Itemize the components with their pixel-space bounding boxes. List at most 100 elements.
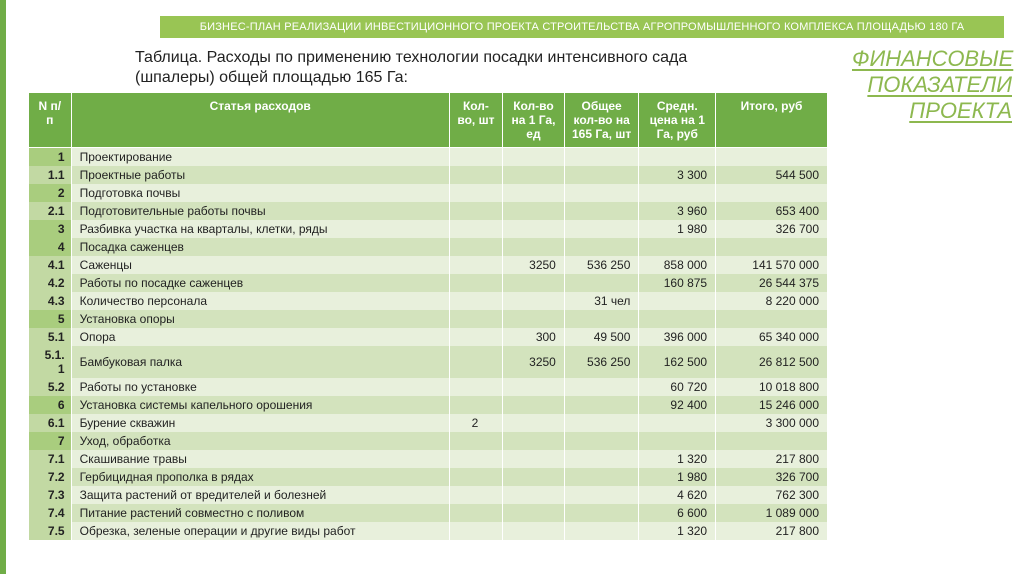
row-sum: 326 700	[716, 468, 828, 486]
row-qty	[449, 292, 502, 310]
row-sum: 26 812 500	[716, 346, 828, 378]
table-row: 1Проектирование	[29, 148, 828, 167]
row-sum: 653 400	[716, 202, 828, 220]
row-perha: 300	[503, 328, 565, 346]
row-sum	[716, 310, 828, 328]
col-price: Средн. цена на 1 Га, руб	[639, 93, 716, 148]
col-sum: Итого, руб	[716, 93, 828, 148]
row-price: 3 960	[639, 202, 716, 220]
row-qty	[449, 522, 502, 540]
row-perha	[503, 184, 565, 202]
row-name: Скашивание травы	[71, 450, 449, 468]
row-num: 1.1	[29, 166, 72, 184]
table-row: 4.1Саженцы3250536 250858 000141 570 000	[29, 256, 828, 274]
col-totalq: Общее кол-во на 165 Га, шт	[564, 93, 639, 148]
row-qty	[449, 202, 502, 220]
row-price: 1 320	[639, 522, 716, 540]
row-qty	[449, 148, 502, 167]
row-qty	[449, 274, 502, 292]
row-name: Работы по посадке саженцев	[71, 274, 449, 292]
row-num: 5	[29, 310, 72, 328]
row-totalq	[564, 202, 639, 220]
row-sum: 26 544 375	[716, 274, 828, 292]
table-row: 7.4Питание растений совместно с поливом6…	[29, 504, 828, 522]
row-perha: 3250	[503, 346, 565, 378]
table-row: 7.1Скашивание травы1 320217 800	[29, 450, 828, 468]
row-qty	[449, 378, 502, 396]
row-name: Подготовка почвы	[71, 184, 449, 202]
row-sum: 544 500	[716, 166, 828, 184]
table-row: 2Подготовка почвы	[29, 184, 828, 202]
row-name: Защита растений от вредителей и болезней	[71, 486, 449, 504]
row-totalq: 31 чел	[564, 292, 639, 310]
row-price	[639, 432, 716, 450]
row-name: Обрезка, зеленые операции и другие виды …	[71, 522, 449, 540]
row-qty	[449, 310, 502, 328]
row-num: 7	[29, 432, 72, 450]
row-qty	[449, 504, 502, 522]
row-price	[639, 148, 716, 167]
row-perha	[503, 486, 565, 504]
row-num: 2	[29, 184, 72, 202]
row-price: 160 875	[639, 274, 716, 292]
row-perha	[503, 148, 565, 167]
row-totalq: 49 500	[564, 328, 639, 346]
row-num: 4	[29, 238, 72, 256]
row-name: Гербицидная прополка в рядах	[71, 468, 449, 486]
row-totalq	[564, 504, 639, 522]
col-qty: Кол-во, шт	[449, 93, 502, 148]
row-sum: 15 246 000	[716, 396, 828, 414]
section-title-line: ПРОЕКТА	[909, 98, 1012, 123]
row-name: Проектные работы	[71, 166, 449, 184]
table-row: 5.2Работы по установке60 72010 018 800	[29, 378, 828, 396]
row-totalq	[564, 274, 639, 292]
table-row: 4.2Работы по посадке саженцев160 87526 5…	[29, 274, 828, 292]
row-qty	[449, 346, 502, 378]
row-totalq: 536 250	[564, 256, 639, 274]
row-qty	[449, 486, 502, 504]
row-perha: 3250	[503, 256, 565, 274]
table-row: 4.3Количество персонала31 чел8 220 000	[29, 292, 828, 310]
row-perha	[503, 414, 565, 432]
row-perha	[503, 220, 565, 238]
section-title: ФИНАНСОВЫЕ ПОКАЗАТЕЛИ ПРОЕКТА	[852, 46, 1012, 124]
row-sum: 8 220 000	[716, 292, 828, 310]
row-name: Установка системы капельного орошения	[71, 396, 449, 414]
row-sum: 217 800	[716, 450, 828, 468]
row-perha	[503, 432, 565, 450]
row-sum: 65 340 000	[716, 328, 828, 346]
row-price	[639, 184, 716, 202]
row-name: Разбивка участка на кварталы, клетки, ря…	[71, 220, 449, 238]
row-num: 6	[29, 396, 72, 414]
row-price: 858 000	[639, 256, 716, 274]
row-sum	[716, 432, 828, 450]
row-num: 7.5	[29, 522, 72, 540]
row-name: Количество персонала	[71, 292, 449, 310]
row-perha	[503, 292, 565, 310]
row-totalq	[564, 310, 639, 328]
section-title-line: ПОКАЗАТЕЛИ	[867, 72, 1012, 97]
row-perha	[503, 378, 565, 396]
row-perha	[503, 396, 565, 414]
table-row: 5.1Опора30049 500396 00065 340 000	[29, 328, 828, 346]
row-sum: 1 089 000	[716, 504, 828, 522]
row-num: 5.2	[29, 378, 72, 396]
row-num: 6.1	[29, 414, 72, 432]
row-qty	[449, 468, 502, 486]
table-row: 6Установка системы капельного орошения 92…	[29, 396, 828, 414]
row-sum: 3 300 000	[716, 414, 828, 432]
row-perha	[503, 450, 565, 468]
row-qty	[449, 396, 502, 414]
table-row: 5Установка опоры	[29, 310, 828, 328]
row-name: Работы по установке	[71, 378, 449, 396]
table-header-row: N п/п Статья расходов Кол-во, шт Кол-во …	[29, 93, 828, 148]
row-name: Опора	[71, 328, 449, 346]
row-qty	[449, 166, 502, 184]
row-name: Бурение скважин	[71, 414, 449, 432]
row-price: 1 980	[639, 220, 716, 238]
table-body: 1Проектирование1.1Проектные работы3 3005…	[29, 148, 828, 541]
row-num: 4.1	[29, 256, 72, 274]
row-price: 92 400	[639, 396, 716, 414]
row-name: Подготовительные работы почвы	[71, 202, 449, 220]
row-price: 4 620	[639, 486, 716, 504]
